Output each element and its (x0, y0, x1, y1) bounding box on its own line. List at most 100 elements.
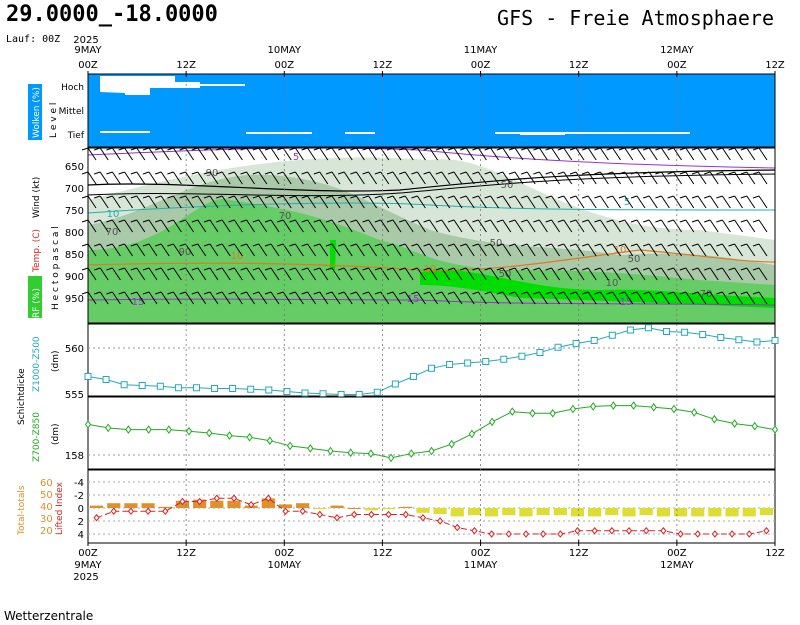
barb-shaft (172, 243, 182, 257)
wind-barb (362, 171, 378, 185)
li-point (351, 510, 358, 519)
wind-barb (508, 171, 524, 185)
barb-shaft (233, 195, 243, 209)
barb-flag (386, 267, 394, 271)
li-point (419, 513, 427, 522)
barb-shaft (319, 291, 329, 305)
barb-shaft (514, 243, 524, 257)
contour-label: 90 (179, 247, 192, 258)
pressure-tick: 750 (65, 206, 84, 217)
barb-shaft (429, 267, 439, 281)
wind-barb (606, 291, 622, 305)
thickness1-axis-label: Z1000-Z500 (32, 336, 42, 392)
barb-shaft (502, 267, 512, 281)
barb-flag (130, 171, 137, 175)
wind-barb (411, 267, 426, 281)
wind-barb (508, 195, 524, 209)
wind-barb (606, 195, 622, 209)
barb-flag (704, 171, 711, 175)
wind-barb (752, 267, 768, 281)
barb-flag (484, 267, 491, 271)
barb-flag (484, 243, 491, 247)
barb-shaft (709, 171, 719, 185)
wind-barb (508, 243, 524, 257)
barb-shaft (538, 243, 548, 257)
tt-bar (708, 508, 722, 517)
barb-shaft (453, 267, 463, 281)
wind-barb (521, 195, 536, 209)
barb-shaft (258, 219, 268, 233)
barb-flag (691, 291, 699, 295)
barb-flag (167, 219, 174, 223)
barb-shaft (490, 267, 500, 281)
barb-shaft (599, 147, 609, 161)
wind-barb (460, 291, 475, 305)
wind-barb (521, 171, 536, 185)
barb-shaft (429, 147, 439, 161)
barb-flag (594, 291, 601, 295)
barb-shaft (673, 219, 683, 233)
thickness1-point (518, 352, 526, 360)
tt-bar (536, 508, 550, 516)
wind-barb (338, 219, 353, 233)
wind-barb (740, 291, 756, 305)
wind-barb (423, 171, 439, 185)
barb-shaft (258, 291, 268, 305)
wind-barb (240, 171, 256, 185)
barb-flag (679, 171, 686, 175)
barb-shaft (307, 171, 317, 185)
wind-barb (350, 171, 365, 185)
contour-label: 15 (132, 297, 145, 308)
barb-flag (533, 291, 540, 295)
tt-bar (656, 508, 670, 517)
barb-flag (496, 243, 503, 247)
thickness1-point (681, 328, 689, 336)
li-point (505, 530, 512, 538)
barb-shaft (514, 291, 524, 305)
barb-shaft (209, 195, 219, 209)
barb-shaft (636, 171, 646, 185)
level-axis-label: L e v e l (49, 103, 59, 138)
barb-flag (740, 171, 747, 175)
pressure-tick: 700 (65, 184, 84, 195)
wind-barb (630, 171, 646, 185)
barb-shaft (709, 267, 719, 281)
barb-shaft (734, 171, 744, 185)
wind-barb (594, 195, 609, 209)
barb-shaft (416, 195, 426, 209)
barb-flag (569, 195, 577, 199)
wind-barb (325, 219, 341, 233)
barb-shaft (124, 195, 134, 209)
barb-flag (643, 267, 650, 271)
wind-barb (203, 267, 219, 281)
wind-barb (325, 291, 341, 305)
barb-flag (94, 243, 101, 247)
barb-shaft (612, 219, 622, 233)
tt-tick: 60 (40, 478, 53, 489)
barb-shaft (660, 243, 670, 257)
barb-flag (667, 219, 674, 223)
barb-flag (374, 291, 381, 295)
barb-flag (655, 267, 662, 271)
barb-shaft (575, 219, 585, 233)
barb-shaft (441, 267, 451, 281)
pressure-tick: 800 (65, 228, 84, 239)
barb-shaft (160, 171, 170, 185)
temp-axis-label: Temp. (C) (32, 229, 42, 273)
thickness2-point (125, 425, 132, 434)
wind-barb (691, 243, 707, 257)
wind-barb (411, 219, 426, 233)
barb-flag (130, 219, 137, 223)
barb-flag (667, 171, 674, 175)
thickness1-point (717, 334, 725, 341)
barb-flag (704, 219, 711, 223)
thickness1-point (699, 331, 707, 338)
barb-shaft (563, 267, 573, 281)
wind-barb (106, 171, 121, 185)
barb-shaft (502, 171, 512, 185)
thickness1-point (120, 381, 128, 389)
wind-barb (338, 171, 353, 185)
barb-shaft (587, 243, 597, 257)
wind-barb (350, 219, 365, 233)
wind-barb (142, 219, 158, 233)
